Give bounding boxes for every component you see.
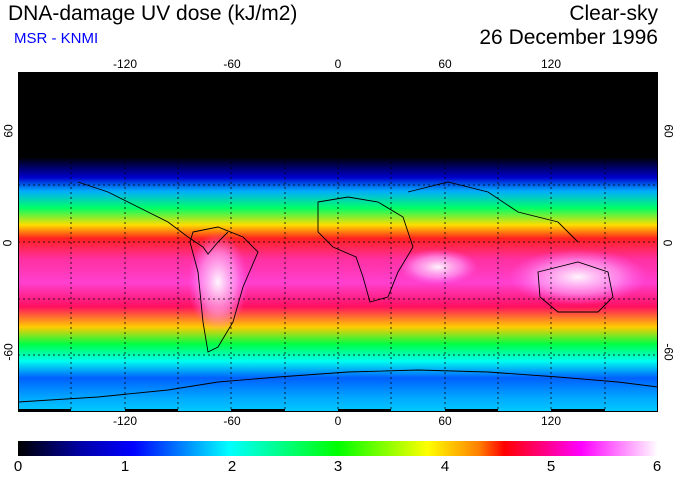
coast-asia: [407, 181, 579, 243]
lon-label-bottom-minus120: -120: [112, 414, 138, 428]
lat-label-left-60: 60: [1, 124, 16, 138]
date-label: 26 December 1996: [479, 26, 658, 49]
lon-label-bottom-60: 60: [438, 414, 452, 428]
coast-north-america: [77, 181, 229, 255]
uv-dose-map: [18, 72, 658, 412]
coastlines: [18, 181, 658, 403]
colorbar-tick-6: 6: [652, 458, 662, 475]
colorbar-tick-2: 2: [227, 458, 237, 475]
frame-ticks: [18, 72, 605, 412]
lon-label-bottom-0: 0: [334, 414, 342, 428]
colorbar-tick-0: 0: [13, 458, 23, 475]
lon-label-top-0: 0: [334, 57, 342, 71]
lon-label-top-minus120: -120: [112, 57, 138, 71]
colorbar-tick-4: 4: [440, 458, 450, 475]
lat-label-right-60: 60: [661, 124, 676, 138]
source-label: MSR - KNMI: [14, 30, 99, 47]
uv-hotspot-south-america: [188, 232, 248, 332]
coast-antarctica: [18, 369, 658, 403]
uv-hotspot-australia: [508, 249, 648, 305]
lon-label-top-120: 120: [540, 57, 562, 71]
colorbar-tick-5: 5: [546, 458, 556, 475]
lat-label-left-0: 0: [0, 239, 15, 247]
lon-label-top-minus60: -60: [223, 57, 241, 71]
lon-label-bottom-minus60: -60: [223, 414, 241, 428]
colorbar: [18, 441, 658, 456]
lon-label-bottom-120: 120: [540, 414, 562, 428]
coast-australia: [537, 261, 614, 313]
colorbar-tick-3: 3: [333, 458, 343, 475]
page-title: DNA-damage UV dose (kJ/m2): [8, 2, 298, 25]
colorbar-tick-1: 1: [120, 458, 130, 475]
colorbar-gradient: [18, 441, 658, 456]
lat-label-right-minus60: -60: [661, 343, 676, 361]
graticule: [18, 72, 658, 412]
lat-label-right-0: 0: [660, 239, 675, 247]
lat-label-left-minus60: -60: [1, 343, 16, 361]
sky-condition-label: Clear-sky: [569, 2, 658, 25]
lon-label-top-60: 60: [438, 57, 452, 71]
coast-south-america: [189, 226, 259, 353]
uv-hotspot-indian-ocean: [398, 249, 478, 285]
coast-africa: [317, 196, 414, 303]
